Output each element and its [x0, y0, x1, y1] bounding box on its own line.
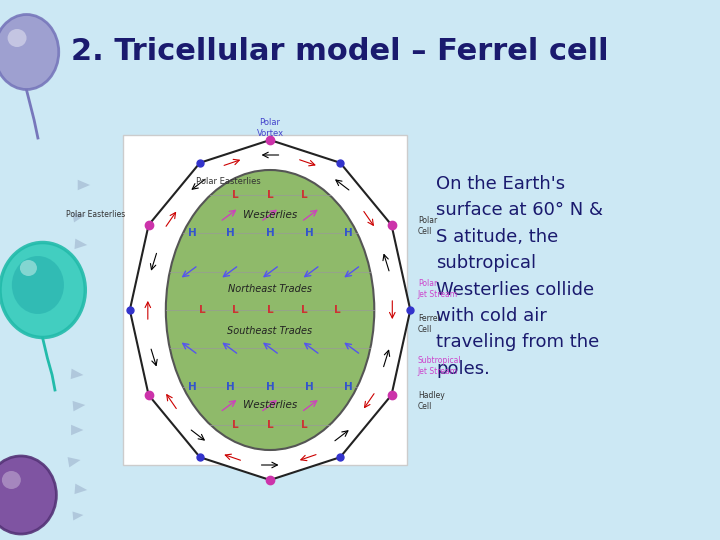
Ellipse shape — [12, 256, 64, 314]
Ellipse shape — [0, 15, 59, 90]
Polygon shape — [72, 212, 85, 222]
Text: Westerlies: Westerlies — [243, 400, 297, 410]
Text: L: L — [266, 305, 274, 315]
Text: L: L — [199, 305, 206, 315]
Text: L: L — [301, 420, 307, 430]
Text: Northeast Trades: Northeast Trades — [228, 284, 312, 294]
Text: Westerlies: Westerlies — [243, 210, 297, 220]
Polygon shape — [78, 180, 90, 190]
Text: Ferrel
Cell: Ferrel Cell — [418, 314, 440, 334]
Polygon shape — [74, 484, 87, 494]
Text: H: H — [305, 382, 314, 392]
Text: H: H — [344, 382, 353, 392]
Ellipse shape — [20, 260, 37, 276]
Polygon shape — [73, 511, 84, 521]
Polygon shape — [71, 425, 84, 435]
Text: L: L — [233, 420, 239, 430]
Text: H: H — [305, 228, 314, 238]
Text: L: L — [335, 305, 341, 315]
Text: Polar
Vortex: Polar Vortex — [256, 118, 284, 138]
Text: H: H — [226, 382, 235, 392]
Text: L: L — [266, 190, 274, 200]
Polygon shape — [68, 457, 81, 468]
Polygon shape — [130, 140, 410, 480]
Text: Southeast Trades: Southeast Trades — [228, 326, 312, 336]
Ellipse shape — [0, 242, 85, 338]
Text: L: L — [233, 190, 239, 200]
Polygon shape — [74, 239, 87, 249]
Ellipse shape — [8, 29, 27, 47]
Text: Polar
Jet Stream: Polar Jet Stream — [418, 279, 458, 299]
Text: Subtropical
Jet Stream: Subtropical Jet Stream — [418, 356, 462, 376]
Text: H: H — [187, 382, 197, 392]
Text: L: L — [301, 305, 307, 315]
Polygon shape — [73, 401, 85, 411]
Ellipse shape — [0, 456, 56, 534]
Text: H: H — [226, 228, 235, 238]
Text: 2. Tricellular model – Ferrel cell: 2. Tricellular model – Ferrel cell — [71, 37, 608, 66]
Text: Hadley
Cell: Hadley Cell — [418, 392, 445, 411]
Text: H: H — [344, 228, 353, 238]
Text: L: L — [266, 420, 274, 430]
Text: Polar
Cell: Polar Cell — [418, 217, 437, 235]
Ellipse shape — [2, 471, 21, 489]
Text: H: H — [266, 382, 274, 392]
FancyBboxPatch shape — [123, 135, 408, 465]
Text: Polar Easterlies: Polar Easterlies — [66, 210, 125, 219]
Text: L: L — [233, 305, 239, 315]
Text: Polar Easterlies: Polar Easterlies — [196, 177, 261, 186]
Text: H: H — [266, 228, 274, 238]
Text: On the Earth's
surface at 60° N &
S atitude, the
subtropical
Westerlies collide
: On the Earth's surface at 60° N & S atit… — [436, 175, 603, 378]
Polygon shape — [71, 369, 84, 379]
Text: L: L — [301, 190, 307, 200]
Ellipse shape — [166, 170, 374, 450]
Text: H: H — [187, 228, 197, 238]
